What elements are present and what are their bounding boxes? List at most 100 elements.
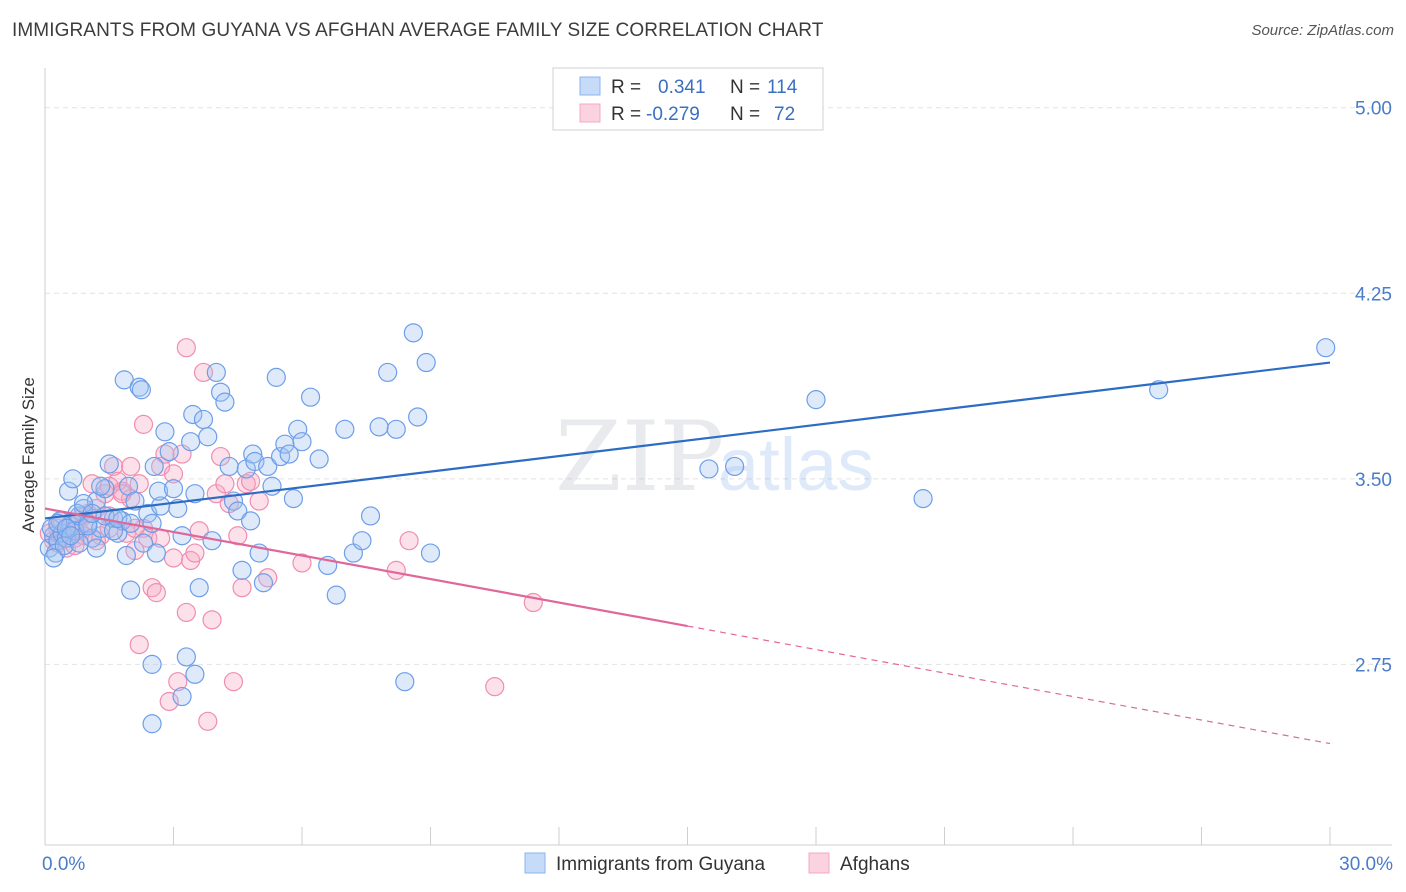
- data-point: [399, 531, 419, 551]
- legend-n-value: 114: [767, 77, 798, 98]
- data-point: [806, 390, 826, 410]
- data-point: [913, 489, 933, 509]
- data-point: [352, 531, 372, 551]
- data-point: [189, 578, 209, 598]
- data-point: [163, 464, 184, 484]
- data-point: [181, 432, 201, 452]
- series-legend: Immigrants from Guyana Afghans: [524, 852, 910, 875]
- legend-swatch-guyana: [524, 852, 546, 874]
- data-point: [395, 672, 415, 692]
- legend-label-afghans: Afghans: [840, 854, 910, 875]
- data-point: [211, 382, 231, 402]
- trend-line: [44, 361, 1331, 520]
- data-point: [223, 672, 244, 692]
- data-point: [219, 456, 239, 477]
- data-point: [215, 392, 235, 412]
- data-point: [144, 456, 164, 477]
- tick-labels: 2.75 3.50 4.25 5.00 0.0% 30.0%: [42, 99, 1393, 875]
- data-point: [168, 672, 188, 692]
- data-point: [725, 456, 745, 477]
- data-point: [241, 471, 261, 491]
- trend-line-extrapolated: [687, 625, 1331, 745]
- data-point: [142, 654, 162, 674]
- data-point: [129, 634, 149, 655]
- data-point: [148, 481, 169, 501]
- data-point: [403, 323, 423, 343]
- legend-n-value: 72: [774, 104, 795, 125]
- data-point: [116, 545, 136, 566]
- data-point: [91, 476, 111, 496]
- data-point: [121, 456, 141, 477]
- data-point: [185, 543, 205, 563]
- data-point: [1149, 380, 1169, 400]
- y-tick-label: 2.75: [1355, 655, 1392, 676]
- data-point: [142, 714, 162, 734]
- data-point: [133, 533, 154, 553]
- data-point: [258, 456, 278, 477]
- data-point: [193, 409, 214, 430]
- y-axis-label: Average Family Size: [19, 377, 38, 533]
- data-point: [215, 474, 235, 494]
- data-point: [420, 543, 441, 563]
- data-point: [202, 610, 222, 630]
- legend-n-label: N =: [730, 104, 760, 125]
- data-point: [266, 367, 286, 387]
- data-point: [183, 404, 203, 425]
- data-point: [408, 407, 428, 427]
- data-point: [232, 560, 252, 580]
- data-point: [185, 484, 205, 504]
- data-point: [326, 585, 346, 605]
- data-point: [185, 664, 205, 684]
- data-point: [159, 691, 179, 712]
- x-tick-label: 30.0%: [1339, 854, 1393, 875]
- data-point: [172, 686, 192, 707]
- data-point: [131, 380, 151, 400]
- data-point: [243, 444, 263, 464]
- data-point: [416, 352, 436, 373]
- data-point: [146, 543, 166, 563]
- data-point: [228, 501, 248, 521]
- data-point: [198, 711, 218, 731]
- legend-r-value: -0.279: [646, 104, 700, 125]
- data-point: [176, 338, 196, 358]
- watermark-zip: ZIP: [555, 401, 724, 513]
- data-point: [63, 469, 83, 489]
- data-point: [378, 362, 398, 383]
- data-point: [129, 377, 149, 397]
- data-point: [253, 573, 274, 593]
- data-point: [43, 548, 64, 568]
- trend-lines: [44, 361, 1331, 745]
- data-point: [245, 451, 265, 472]
- legend-swatch-afghans: [808, 852, 830, 874]
- data-point: [146, 583, 166, 603]
- series-guyana: [39, 323, 1336, 734]
- data-point: [241, 511, 261, 531]
- data-point: [133, 414, 154, 434]
- watermark: ZIP atlas: [555, 401, 874, 513]
- data-point: [360, 506, 381, 526]
- legend-swatch-afghans: [579, 103, 601, 123]
- data-point: [309, 449, 329, 469]
- axes: [44, 68, 1392, 846]
- data-point: [292, 553, 312, 573]
- data-point: [283, 489, 304, 509]
- data-point: [176, 647, 196, 667]
- y-tick-label: 5.00: [1355, 99, 1392, 120]
- data-point: [300, 387, 321, 407]
- legend-n-label: N =: [730, 77, 760, 98]
- data-point: [386, 560, 406, 580]
- chart-title: IMMIGRANTS FROM GUYANA VS AFGHAN AVERAGE…: [12, 20, 824, 41]
- data-point: [386, 419, 406, 439]
- data-point: [121, 580, 141, 600]
- legend-r-value: 0.341: [658, 77, 706, 98]
- data-point: [159, 442, 179, 462]
- data-point: [99, 454, 119, 474]
- data-point: [369, 417, 389, 437]
- data-point: [335, 419, 355, 439]
- legend-r-label: R =: [611, 77, 641, 98]
- data-point: [288, 419, 308, 439]
- data-point: [61, 526, 81, 546]
- legend-r-label: R =: [611, 104, 641, 125]
- stats-legend: R = 0.341 N = 114 R = -0.279 N = 72: [552, 67, 824, 131]
